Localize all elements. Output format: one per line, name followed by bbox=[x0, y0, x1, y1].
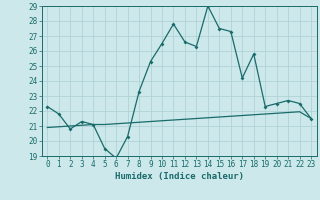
X-axis label: Humidex (Indice chaleur): Humidex (Indice chaleur) bbox=[115, 172, 244, 181]
